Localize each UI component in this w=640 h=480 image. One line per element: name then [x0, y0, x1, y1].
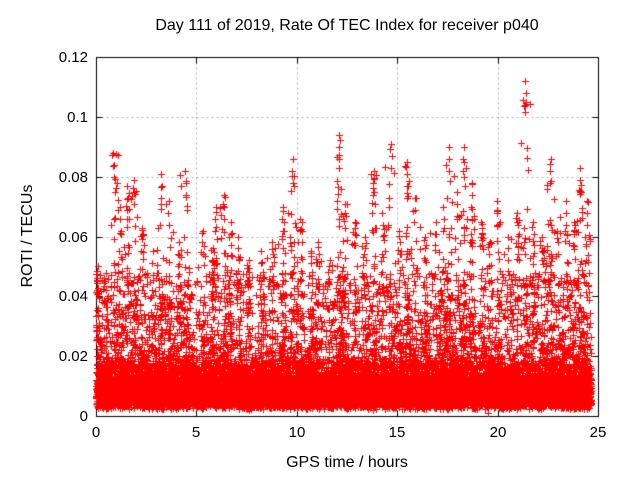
x-tick-label: 0	[91, 424, 101, 441]
y-tick-label: 0.04	[58, 288, 88, 305]
x-tick-label: 15	[388, 424, 406, 441]
chart-title: Day 111 of 2019, Rate Of TEC Index for r…	[155, 17, 539, 34]
x-tick-label: 5	[191, 424, 201, 441]
y-tick-label: 0.1	[67, 109, 88, 126]
x-tick-label: 20	[489, 424, 507, 441]
y-tick-label: 0.06	[58, 229, 88, 246]
x-axis-label: GPS time / hours	[286, 454, 408, 471]
y-tick-label: 0.08	[58, 169, 88, 186]
x-tick-label: 25	[589, 424, 607, 441]
x-tick-label: 10	[288, 424, 306, 441]
y-tick-label: 0.12	[58, 49, 88, 66]
y-tick-label: 0	[79, 408, 88, 425]
y-tick-label: 0.02	[58, 348, 88, 365]
